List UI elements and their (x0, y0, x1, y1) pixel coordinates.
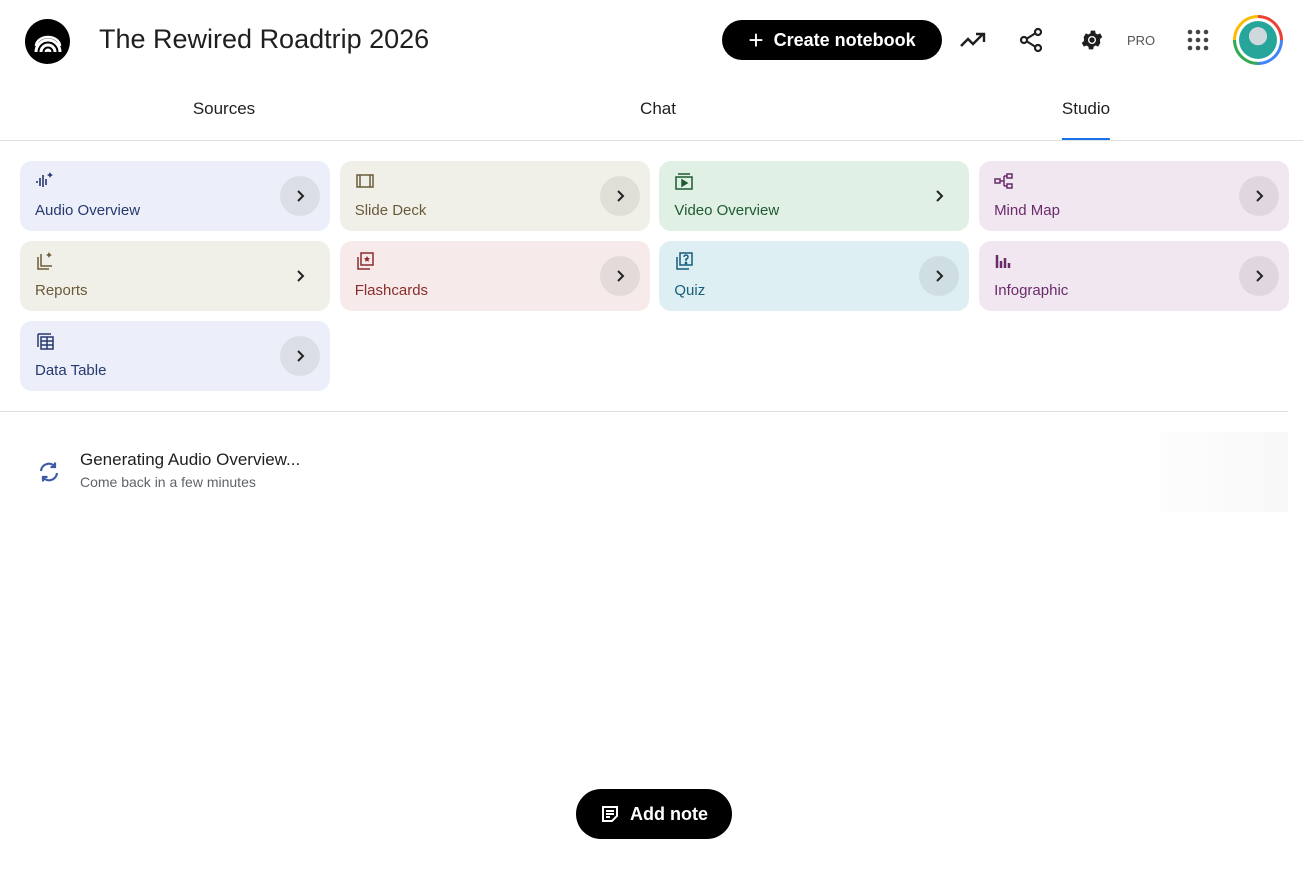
studio-card-reports[interactable]: Reports (20, 241, 330, 311)
add-note-label: Add note (630, 803, 708, 824)
chevron-right-icon[interactable] (599, 176, 640, 216)
studio-tools-grid: Audio Overview Slide Deck Video Overview Mi… (20, 161, 1290, 391)
tab-studio[interactable]: Studio (1061, 99, 1111, 140)
chevron-right-icon[interactable] (280, 256, 320, 296)
apps-grid-icon[interactable] (1183, 25, 1213, 55)
user-avatar[interactable] (1233, 15, 1283, 65)
tab-sources[interactable]: Sources (192, 99, 256, 118)
studio-card-infographic[interactable]: Infographic (979, 241, 1290, 311)
studio-card-mind-map[interactable]: Mind Map (979, 161, 1290, 231)
tab-bar: Sources Chat Studio (0, 82, 1303, 141)
header: The Rewired Roadtrip 2026 + Create notebo… (0, 0, 1303, 82)
settings-gear-icon[interactable] (1077, 25, 1107, 55)
reports-icon (37, 252, 52, 270)
quiz-icon (676, 252, 694, 270)
studio-card-video-overview[interactable]: Video Overview (659, 161, 970, 231)
studio-card-label: Data Table (35, 362, 107, 379)
studio-card-label: Reports (35, 282, 88, 299)
studio-card-label: Mind Map (994, 202, 1060, 219)
studio-card-label: Slide Deck (354, 202, 427, 219)
add-note-button[interactable]: Add note (576, 789, 732, 839)
notebook-title[interactable]: The Rewired Roadtrip 2026 (99, 24, 430, 54)
note-icon (602, 806, 618, 822)
studio-card-quiz[interactable]: Quiz (659, 241, 970, 311)
divider (0, 411, 1288, 412)
create-notebook-button[interactable]: + Create notebook (722, 20, 942, 60)
studio-card-label: Infographic (994, 282, 1069, 299)
audio-waveform-sparkle-icon (36, 172, 53, 187)
studio-card-label: Quiz (674, 282, 706, 299)
share-icon[interactable] (1016, 25, 1046, 55)
placeholder-thumbnail (1160, 432, 1288, 512)
chevron-right-icon[interactable] (1239, 176, 1280, 216)
studio-card-flashcards[interactable]: Flashcards (339, 241, 650, 311)
chevron-right-icon[interactable] (280, 336, 320, 376)
flashcards-icon (356, 252, 374, 270)
mind-map-icon (994, 173, 1013, 189)
plus-icon: + (748, 25, 764, 55)
studio-card-label: Audio Overview (35, 202, 141, 219)
video-icon (675, 173, 694, 190)
generating-subtitle: Come back in a few minutes (80, 474, 256, 490)
infographic-icon (995, 255, 1011, 268)
studio-card-audio-overview[interactable]: Audio Overview (20, 161, 330, 231)
chevron-right-icon[interactable] (919, 256, 960, 296)
studio-card-label: Flashcards (354, 282, 429, 299)
chevron-right-icon[interactable] (599, 256, 640, 296)
sync-icon (39, 462, 59, 482)
chevron-right-icon[interactable] (919, 176, 959, 216)
chevron-right-icon[interactable] (1239, 256, 1280, 296)
pro-badge: PRO (1127, 33, 1156, 48)
tab-chat[interactable]: Chat (640, 99, 676, 118)
chevron-right-icon[interactable] (280, 176, 320, 216)
generating-title: Generating Audio Overview... (80, 450, 301, 469)
notebooklm-logo[interactable] (25, 19, 70, 64)
data-table-icon (37, 333, 54, 350)
analytics-trending-icon[interactable] (958, 25, 988, 55)
studio-card-label: Video Overview (674, 202, 780, 219)
slides-icon (355, 174, 374, 188)
create-notebook-label: Create notebook (773, 29, 916, 50)
studio-card-slide-deck[interactable]: Slide Deck (339, 161, 650, 231)
studio-card-data-table[interactable]: Data Table (20, 321, 330, 391)
